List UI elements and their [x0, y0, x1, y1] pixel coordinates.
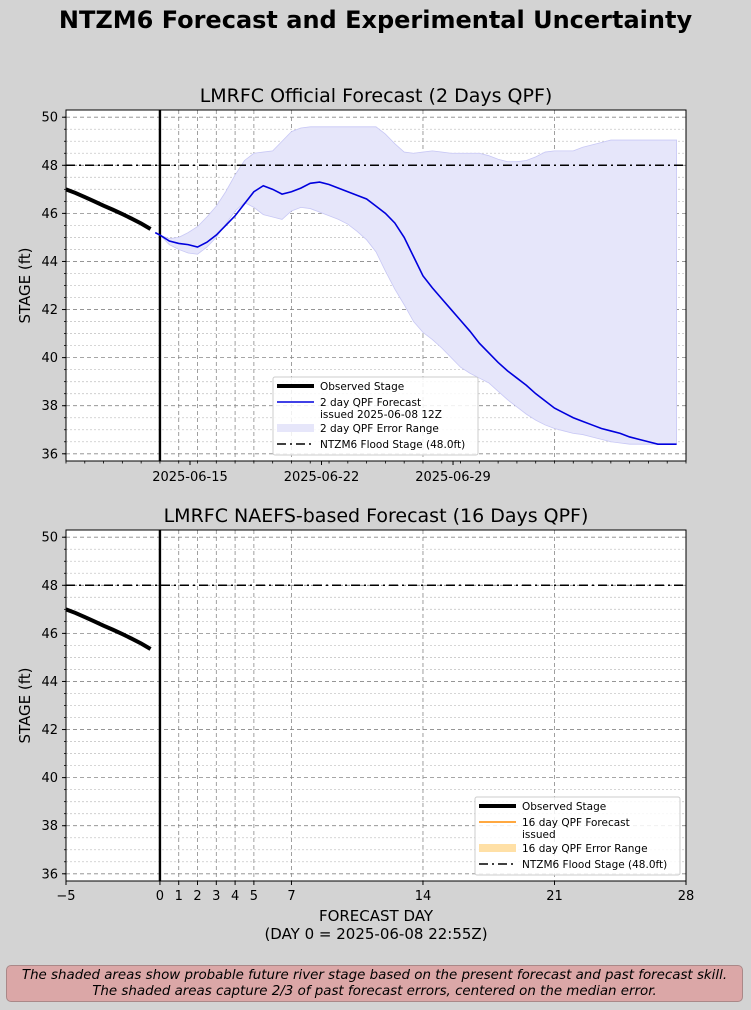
chart-2-xtick-label: 3: [212, 889, 220, 904]
footnote-box: The shaded areas show probable future ri…: [6, 965, 743, 1002]
chart-2-ytick-label: 50: [41, 531, 58, 546]
chart-2-legend-label: 16 day QPF Forecast: [522, 817, 630, 829]
chart-2-legend-label-2: issued: [522, 829, 556, 841]
chart-2-xtick-label: 7: [287, 889, 295, 904]
chart-2-ytick-label: 40: [41, 771, 58, 786]
chart-1-ytick-label: 48: [41, 159, 58, 174]
chart-1-legend-handle-band: [277, 424, 314, 432]
chart-2-legend-handle-band: [479, 844, 516, 852]
chart-2-ytick-label: 38: [41, 819, 58, 834]
chart-1-legend-label: Observed Stage: [320, 381, 404, 393]
chart-1-forecast-line: [154, 181, 677, 445]
chart-1-ytick-label: 38: [41, 399, 58, 414]
chart-2-ytick-label: 44: [41, 675, 58, 690]
chart-2-xtick-label: 14: [415, 889, 432, 904]
chart-2-ytick-label: 48: [41, 579, 58, 594]
chart-1-ytick-label: 46: [41, 207, 58, 222]
chart-2-xtick-label: 0: [156, 889, 164, 904]
chart-2-xtick-label: 21: [546, 889, 563, 904]
footnote-line-2: The shaded areas capture 2/3 of past for…: [92, 984, 657, 999]
chart-1-title: LMRFC Official Forecast (2 Days QPF): [200, 85, 553, 107]
chart-1-xtick-label: 2025-06-22: [284, 470, 360, 485]
chart-2-legend-label: NTZM6 Flood Stage (48.0ft): [522, 859, 667, 871]
chart-1-legend-label: NTZM6 Flood Stage (48.0ft): [320, 439, 465, 451]
chart-2-xtick-label: 2: [193, 889, 201, 904]
chart-2-ytick-label: 46: [41, 627, 58, 642]
chart-2-xtick-label: 28: [678, 889, 695, 904]
chart-2-xlabel-2: (DAY 0 = 2025-06-08 22:55Z): [264, 925, 487, 943]
chart-2-observed-line: [65, 607, 152, 651]
chart-1-ytick-label: 42: [41, 303, 58, 318]
chart-2-title: LMRFC NAEFS-based Forecast (16 Days QPF): [164, 505, 589, 527]
chart-1-xtick-label: 2025-06-15: [152, 470, 228, 485]
chart-2-legend-label: 16 day QPF Error Range: [522, 843, 648, 855]
chart-1-ytick-label: 44: [41, 255, 58, 270]
chart-2-xtick-label: 1: [175, 889, 183, 904]
chart-1-observed-line: [65, 187, 152, 231]
chart-2-ytick-label: 36: [41, 867, 58, 882]
chart-2-xtick-label: 4: [231, 889, 239, 904]
chart-2-xtick-label: −5: [56, 889, 75, 904]
chart-1-ytick-label: 40: [41, 351, 58, 366]
chart-2-ytick-label: 42: [41, 723, 58, 738]
chart-1-xtick-label: 2025-06-29: [415, 470, 491, 485]
chart-1-ylabel: STAGE (ft): [16, 248, 34, 324]
chart-2-xtick-label: 5: [250, 889, 258, 904]
chart-1-legend-label-2: issued 2025-06-08 12Z: [320, 409, 442, 421]
chart-1-ytick-label: 50: [41, 111, 58, 126]
chart-1-error-band: [155, 126, 678, 445]
chart-1-ytick-label: 36: [41, 447, 58, 462]
figure-title: NTZM6 Forecast and Experimental Uncertai…: [58, 6, 693, 34]
chart-1-legend-label: 2 day QPF Error Range: [320, 423, 439, 435]
chart-1-group: 36 38 40 42 44 46 48 50 STAGE (ft) LMRFC Official…: [16, 85, 687, 485]
chart-2-ylabel: STAGE (ft): [16, 668, 34, 744]
chart-1-legend-label: 2 day QPF Forecast: [320, 397, 421, 409]
chart-2-xlabel: FORECAST DAY: [319, 907, 434, 925]
footnote-line-1: The shaded areas show probable future ri…: [21, 968, 728, 983]
chart-2-legend-box: [474, 796, 681, 876]
chart-1-legend-box: [272, 376, 479, 456]
chart-2-legend-label: Observed Stage: [522, 801, 606, 813]
